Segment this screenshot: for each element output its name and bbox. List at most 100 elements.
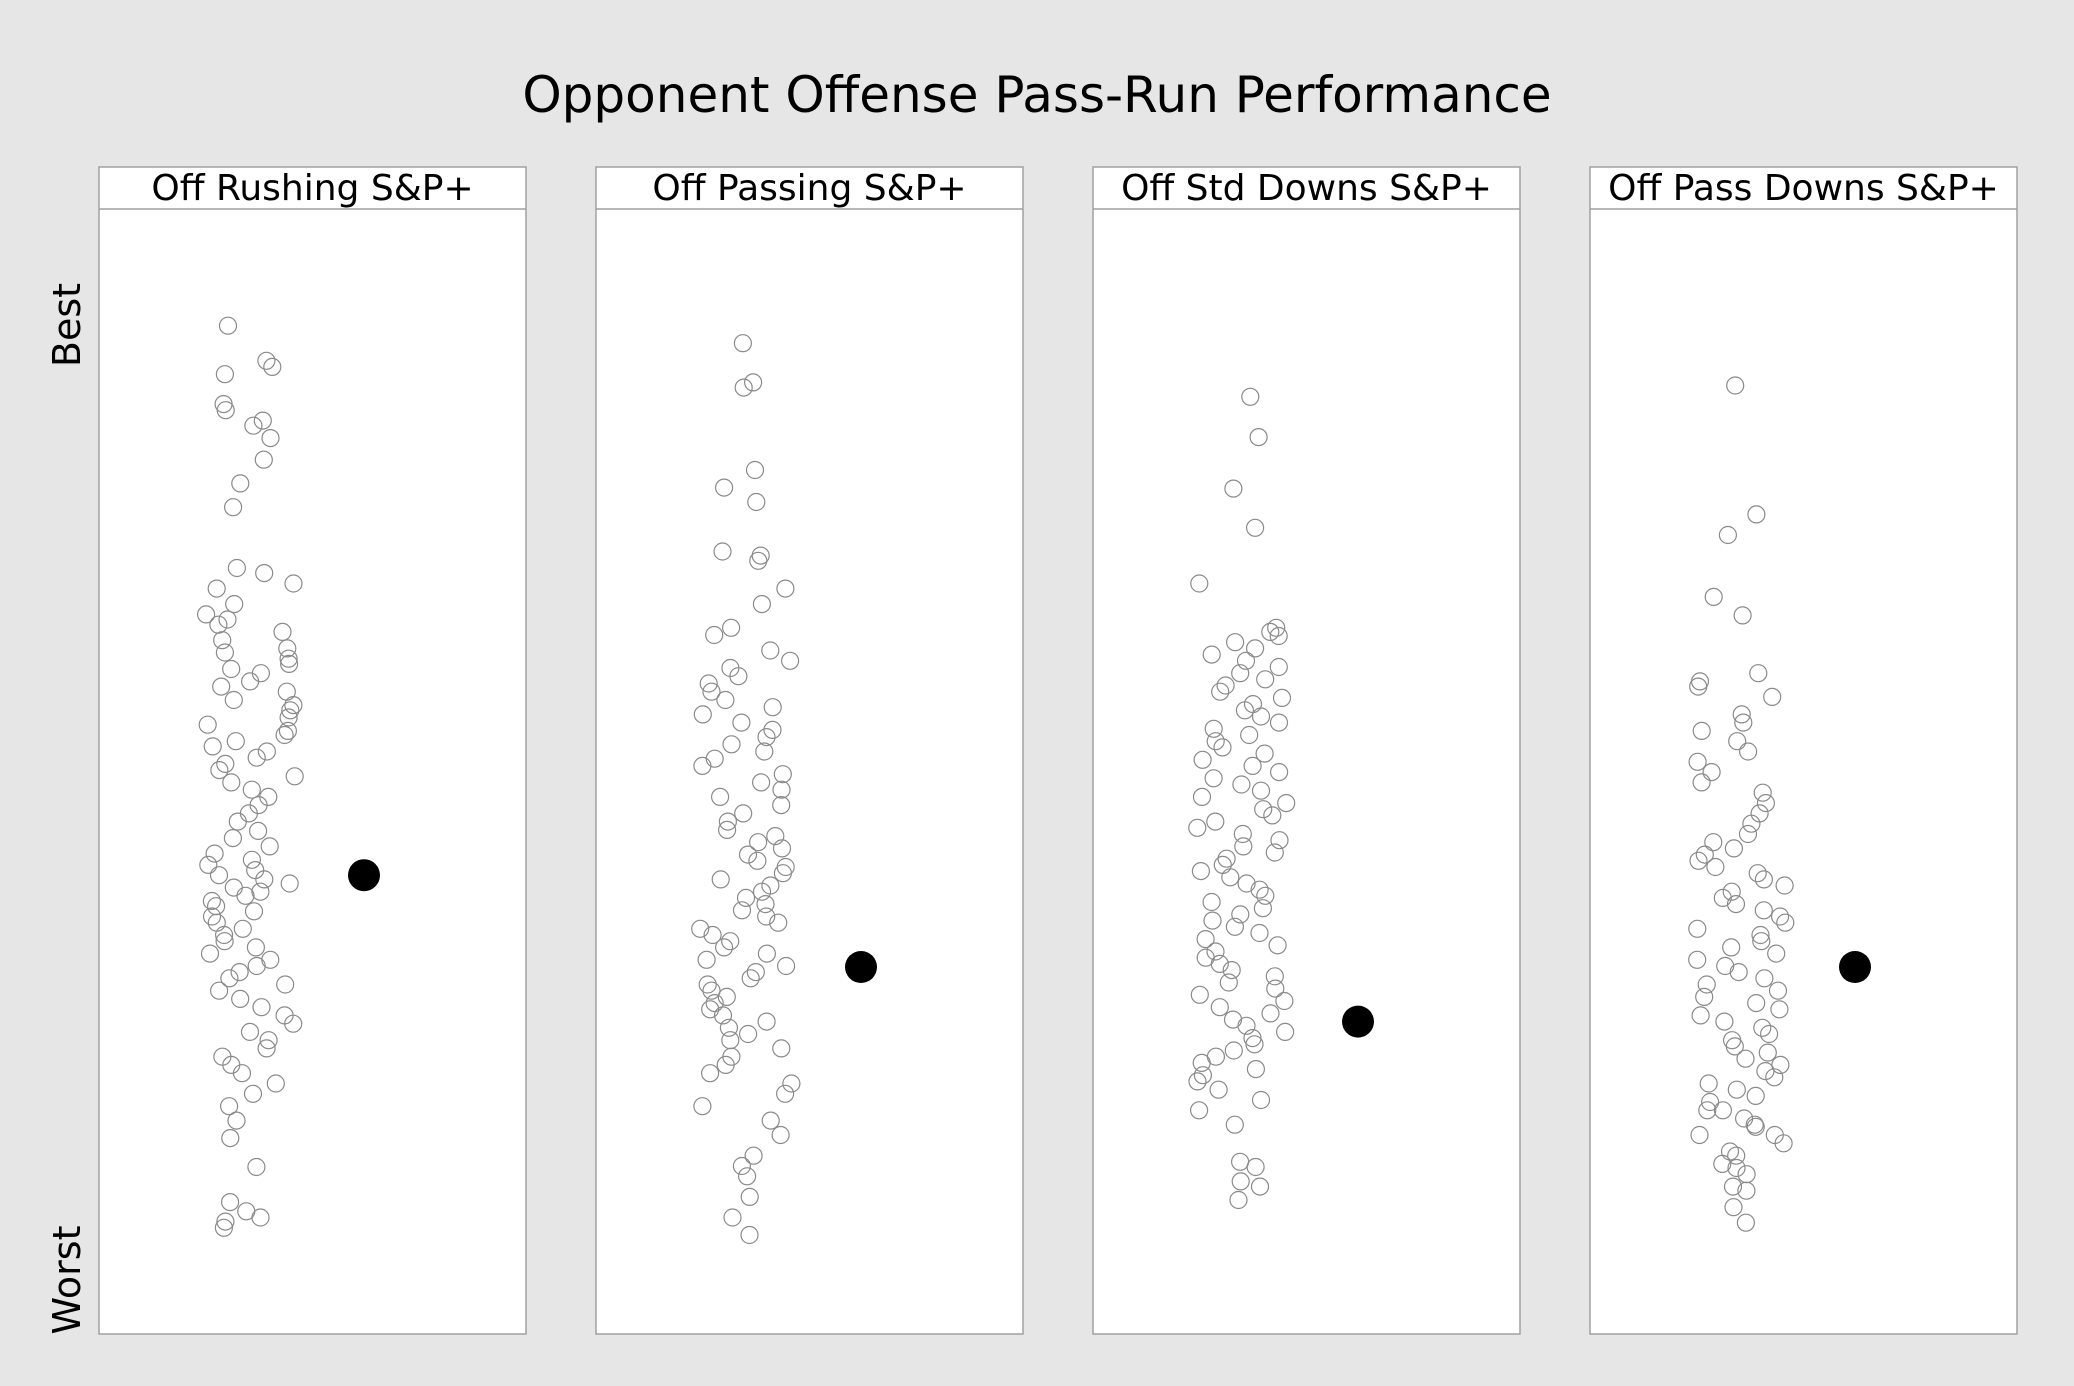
data-point [247,748,266,767]
data-point [701,1000,720,1019]
data-point [1695,845,1714,864]
data-point [200,944,220,963]
data-point [740,1225,759,1245]
data-point [1224,479,1243,498]
data-point [702,981,721,1000]
data-point [202,891,221,911]
data-point [1193,750,1212,769]
panel-frame [1589,166,2018,1335]
data-point [703,925,722,945]
data-point [202,907,222,926]
data-point [251,1208,270,1227]
data-point [218,610,237,629]
data-point [1728,732,1747,751]
data-point [732,713,751,732]
data-point [717,820,737,840]
data-point [1692,773,1711,792]
data-point [1691,1006,1710,1025]
data-point [1742,814,1761,833]
data-point [757,944,777,963]
data-point [776,956,796,976]
data-point [717,987,736,1007]
data-point [1217,849,1236,868]
data-point [1768,981,1788,1000]
data-point [1690,1125,1709,1145]
data-point [284,695,303,715]
data-point [1724,1198,1743,1217]
data-point [260,837,279,856]
data-point [1725,1037,1744,1056]
data-point [1754,901,1773,920]
data-point [1267,618,1286,637]
data-point [1745,1115,1764,1134]
data-point [1269,762,1289,782]
data-point [1249,428,1268,447]
data-point [1270,831,1289,850]
data-point [1275,1022,1295,1042]
data-point [222,773,241,792]
data-point [734,378,753,397]
panel-2: Off Std Downs S&P+ [1092,166,1521,1335]
data-point [1251,781,1271,800]
data-point [1193,1066,1213,1085]
data-point [1736,1049,1755,1068]
data-point [226,732,245,751]
data-point [693,705,712,724]
data-point [1202,892,1221,912]
data-point [236,886,255,905]
data-point [1749,664,1768,683]
data-point [738,845,758,864]
panel-label: Off Pass Downs S&P+ [1608,168,1999,209]
panel-1: Off Passing S&P+ [595,166,1024,1335]
data-point [702,682,721,701]
data-point [1192,1053,1211,1073]
data-point [223,828,242,848]
data-point [1738,824,1758,844]
data-point [1726,376,1745,395]
data-point [1261,622,1280,642]
data-point [1256,886,1275,905]
data-point [700,1064,720,1083]
data-point [749,551,768,570]
data-point [1225,633,1245,652]
data-point [1763,687,1782,707]
data-point [1246,1059,1266,1079]
data-point [775,1084,795,1103]
data-point [1188,1072,1207,1091]
data-point [1266,979,1285,998]
data-point [1256,670,1275,689]
data-point [771,1125,790,1145]
data-point [1225,917,1245,936]
data-point [741,969,760,988]
data-point [716,1055,735,1075]
data-point [718,812,738,831]
data-point [266,1074,285,1093]
data-point [1736,1213,1756,1232]
y-axis-label-best: Best [45,283,89,367]
data-point [772,839,792,858]
data-point [1695,987,1714,1007]
data-point [214,1218,233,1237]
data-point [1702,762,1721,782]
data-point [736,888,756,908]
data-point [1245,518,1265,537]
data-point [1747,505,1766,524]
data-point [1713,888,1732,908]
data-point [1253,899,1273,918]
data-point [1689,677,1708,696]
data-point [215,365,234,384]
data-point [259,1031,278,1050]
data-point [772,1039,791,1058]
data-point [1206,812,1225,831]
data-point [1202,645,1221,664]
data-point [745,460,765,480]
data-point [772,795,791,815]
data-point [1718,525,1738,545]
data-point [247,1157,266,1177]
highlight-point [1342,1005,1374,1038]
data-point [1697,975,1716,994]
data-point [210,981,229,1000]
data-point [284,1014,303,1033]
data-point [1210,998,1229,1017]
